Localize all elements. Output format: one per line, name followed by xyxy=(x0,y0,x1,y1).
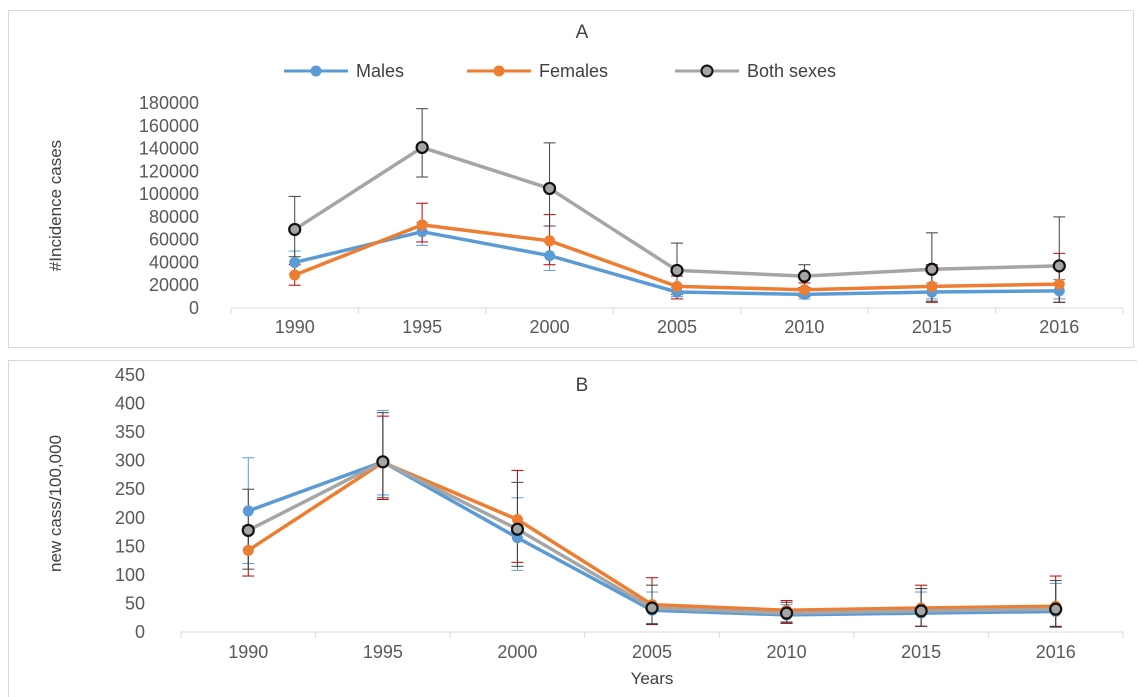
x-tick-label: 2015 xyxy=(912,317,952,337)
y-tick-label: 0 xyxy=(135,622,145,642)
legend-marker-0 xyxy=(310,65,322,77)
data-point-females xyxy=(511,513,523,525)
data-point-males xyxy=(242,505,254,517)
data-point-females xyxy=(242,544,254,556)
x-axis-title: Years xyxy=(631,669,674,688)
data-point-females xyxy=(1053,278,1065,290)
data-point-both-sexes xyxy=(914,604,928,618)
x-tick-label: 2010 xyxy=(767,642,807,662)
data-point-both-sexes xyxy=(1052,259,1066,273)
chart-title: B xyxy=(576,375,589,396)
legend-label-2: Both sexes xyxy=(747,61,836,81)
y-tick-label: 300 xyxy=(115,451,145,471)
data-point-both-sexes xyxy=(288,222,302,237)
y-tick-label: 120000 xyxy=(139,161,199,181)
y-tick-label: 450 xyxy=(115,365,145,385)
x-tick-label: 2005 xyxy=(657,317,697,337)
legend-label-0: Males xyxy=(356,61,404,81)
legend: Males Females Both sexes xyxy=(284,61,836,81)
chart-panel-a: A Males Females Both sexes #Incidence cases 0… xyxy=(8,10,1134,348)
x-tick-label: 1990 xyxy=(275,317,315,337)
x-tick-label: 2010 xyxy=(784,317,824,337)
y-axis-title: new cass/100,000 xyxy=(46,435,65,572)
y-tick-label: 50 xyxy=(125,593,145,613)
x-tick-label: 2015 xyxy=(901,642,941,662)
data-point-both-sexes xyxy=(241,523,255,537)
y-tick-label: 80000 xyxy=(149,207,199,227)
data-point-both-sexes xyxy=(797,269,812,283)
data-point-females xyxy=(926,280,938,292)
legend-marker-1 xyxy=(493,65,505,77)
y-tick-label: 100000 xyxy=(139,184,199,204)
data-point-males xyxy=(289,256,301,268)
y-tick-label: 60000 xyxy=(149,230,199,250)
x-tick-label: 2016 xyxy=(1039,317,1079,337)
x-tick-label: 1995 xyxy=(363,642,403,662)
y-tick-label: 140000 xyxy=(139,139,199,159)
x-tick-label: 1990 xyxy=(228,642,268,662)
data-point-both-sexes xyxy=(542,181,557,196)
x-tick-label: 2005 xyxy=(632,642,672,662)
data-point-both-sexes xyxy=(670,263,684,278)
y-tick-label: 180000 xyxy=(139,93,199,113)
x-tick-label: 1995 xyxy=(402,317,442,337)
y-tick-label: 150 xyxy=(115,536,145,556)
y-tick-label: 400 xyxy=(115,394,145,414)
data-point-both-sexes xyxy=(415,140,429,155)
data-point-both-sexes xyxy=(1049,602,1063,616)
y-axis-title: #Incidence cases xyxy=(46,140,65,271)
x-tick-label: 2000 xyxy=(497,642,537,662)
y-tick-label: 0 xyxy=(189,298,199,318)
data-point-both-sexes xyxy=(510,522,525,536)
y-tick-label: 160000 xyxy=(139,116,199,136)
data-point-males xyxy=(544,250,556,262)
y-tick-label: 40000 xyxy=(149,252,199,272)
legend-label-1: Females xyxy=(539,61,608,81)
data-point-females xyxy=(416,219,428,231)
y-tick-label: 20000 xyxy=(149,275,199,295)
x-tick-label: 2016 xyxy=(1036,642,1076,662)
data-point-both-sexes xyxy=(779,606,794,620)
data-point-both-sexes xyxy=(376,455,390,469)
y-tick-label: 250 xyxy=(115,479,145,499)
y-tick-label: 350 xyxy=(115,422,145,442)
data-point-both-sexes xyxy=(925,262,939,276)
data-point-females xyxy=(289,269,301,281)
chart-a-svg: A Males Females Both sexes #Incidence cases 0… xyxy=(46,22,1124,337)
data-point-females xyxy=(544,235,556,247)
y-tick-label: 200 xyxy=(115,508,145,528)
data-point-females xyxy=(798,284,810,296)
data-point-both-sexes xyxy=(645,601,659,615)
x-tick-label: 2000 xyxy=(530,317,570,337)
y-tick-label: 100 xyxy=(115,565,145,585)
data-point-females xyxy=(671,280,683,292)
chart-title: A xyxy=(576,22,589,43)
legend-marker-2 xyxy=(700,64,714,78)
